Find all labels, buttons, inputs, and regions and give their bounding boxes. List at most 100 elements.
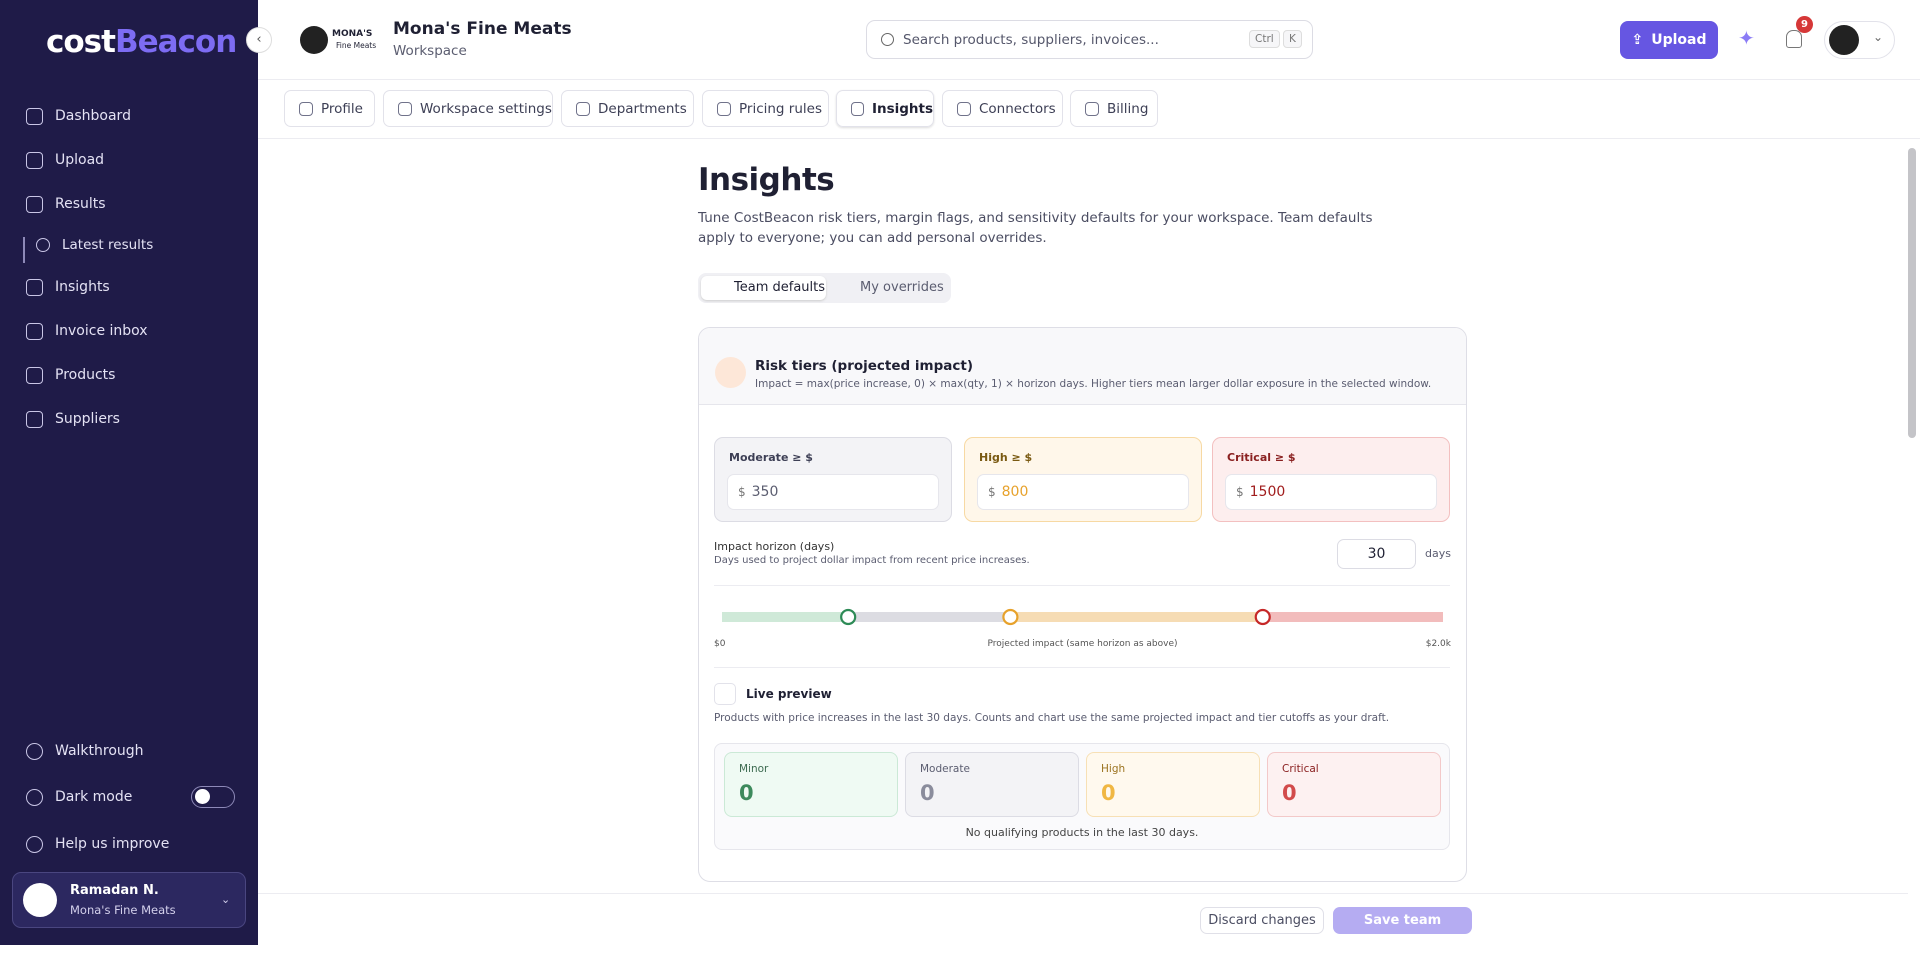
tab[interactable]: Profile bbox=[284, 90, 375, 127]
slider-handle[interactable] bbox=[1002, 608, 1019, 626]
card-title: Risk tiers (projected impact) bbox=[755, 358, 973, 374]
tier-label: Moderate ≥ $ bbox=[729, 451, 813, 464]
tier-input[interactable]: $1500 bbox=[1225, 474, 1437, 510]
icon bbox=[26, 788, 43, 806]
count-card: Minor 0 bbox=[724, 752, 898, 817]
risk-card: Risk tiers (projected impact) Impact = m… bbox=[698, 327, 1467, 882]
preview-title: Live preview bbox=[746, 687, 832, 701]
nav-label: Latest results bbox=[62, 237, 154, 253]
slider-label: $2.0k bbox=[1426, 639, 1452, 649]
tab-label: Insights bbox=[871, 100, 933, 117]
sidebar: costBeacon Ramadan N. Mona's Fine Meats … bbox=[0, 0, 258, 945]
nav-item[interactable]: Latest results bbox=[36, 233, 153, 257]
tab[interactable]: Connectors bbox=[942, 90, 1063, 127]
page-description: Tune CostBeacon risk tiers, margin flags… bbox=[698, 210, 1373, 246]
collapse-button[interactable]: ‹ bbox=[246, 27, 272, 53]
tab[interactable]: Workspace settings bbox=[383, 90, 553, 127]
nav-item[interactable]: Products bbox=[26, 363, 115, 387]
count-card: Critical 0 bbox=[1267, 752, 1441, 817]
scrollbar bbox=[1908, 148, 1916, 438]
preview-empty: No qualifying products in the last 30 da… bbox=[965, 826, 1199, 839]
nav-indent bbox=[23, 237, 25, 263]
slider-segment bbox=[848, 612, 1011, 622]
slider-segment bbox=[722, 612, 849, 622]
tier-label: Critical ≥ $ bbox=[1227, 451, 1296, 464]
search-placeholder: Search products, suppliers, invoices... bbox=[903, 32, 1159, 48]
slider-handle[interactable] bbox=[840, 608, 857, 626]
count-label: Minor bbox=[739, 763, 769, 775]
icon bbox=[398, 101, 412, 116]
brand-sub: Fine Meats bbox=[336, 41, 377, 50]
icon bbox=[26, 195, 43, 213]
icon bbox=[26, 322, 43, 340]
icon bbox=[26, 107, 43, 125]
toggle[interactable] bbox=[191, 786, 235, 808]
tier-input[interactable]: $800 bbox=[977, 474, 1189, 510]
nav-item[interactable]: Suppliers bbox=[26, 407, 120, 431]
preview-description: Products with price increases in the las… bbox=[714, 712, 1390, 724]
tier-slider: $0 $2.0k Projected impact (same horizon as… bbox=[714, 608, 1452, 649]
upload-button[interactable]: ⇪ Upload bbox=[1620, 21, 1718, 59]
nav-label: Dashboard bbox=[55, 108, 131, 124]
tier-label: High ≥ $ bbox=[979, 451, 1033, 464]
nav-item[interactable]: Dashboard bbox=[26, 104, 131, 128]
icon bbox=[26, 278, 43, 296]
workspace-name: Mona's Fine Meats bbox=[393, 19, 572, 39]
count-value: 0 bbox=[1282, 781, 1297, 805]
slider-handle[interactable] bbox=[1254, 608, 1271, 626]
tab[interactable]: Billing bbox=[1070, 90, 1158, 127]
horizon-label: Impact horizon (days) bbox=[714, 540, 835, 553]
nav-label: Help us improve bbox=[55, 836, 170, 852]
slider-segment bbox=[1010, 612, 1263, 622]
tab-label: Pricing rules bbox=[739, 100, 822, 117]
mode[interactable]: My overrides bbox=[860, 280, 944, 295]
user-card[interactable]: Ramadan N. Mona's Fine Meats ⌄ bbox=[12, 872, 246, 928]
horizon-input[interactable]: 30 bbox=[1337, 539, 1416, 569]
nav-item[interactable]: Results bbox=[26, 192, 106, 216]
tier-input[interactable]: $350 bbox=[727, 474, 939, 510]
tab[interactable]: Departments bbox=[561, 90, 694, 127]
icon bbox=[26, 151, 43, 169]
mode[interactable]: Team defaults bbox=[701, 276, 826, 300]
user-workspace: Mona's Fine Meats bbox=[70, 903, 176, 917]
count-value: 0 bbox=[1101, 781, 1116, 805]
user-name: Ramadan N. bbox=[70, 883, 159, 898]
horizon-unit: days bbox=[1425, 547, 1451, 560]
tier-box: High ≥ $ $800 bbox=[964, 437, 1202, 522]
nav-item[interactable]: Help us improve bbox=[26, 832, 169, 856]
nav-label: Suppliers bbox=[55, 411, 120, 427]
icon bbox=[851, 101, 864, 116]
icon bbox=[26, 366, 43, 384]
save-button[interactable]: Save team defaults bbox=[1333, 907, 1472, 955]
logo[interactable]: costBeacon bbox=[46, 24, 237, 60]
assistant[interactable]: ✦ bbox=[1738, 26, 1755, 50]
nav-item[interactable]: Insights bbox=[26, 275, 110, 299]
nav-label: Upload bbox=[55, 152, 105, 168]
tab[interactable]: Insights bbox=[836, 90, 934, 127]
key: Ctrl bbox=[1249, 30, 1280, 48]
account[interactable]: ⌄ bbox=[1824, 21, 1895, 59]
nav-item[interactable]: Invoice inbox bbox=[26, 319, 148, 343]
brand: MONA'S bbox=[332, 29, 373, 39]
currency: $ bbox=[988, 485, 996, 499]
slider-segment bbox=[1262, 612, 1443, 622]
nav-item[interactable]: Dark mode bbox=[26, 785, 132, 809]
label: Upload bbox=[1651, 32, 1707, 48]
search[interactable]: Search products, suppliers, invoices... … bbox=[866, 20, 1313, 59]
nav-label: Walkthrough bbox=[55, 743, 144, 759]
tier-value: 1500 bbox=[1249, 484, 1286, 500]
tab[interactable]: Pricing rules bbox=[702, 90, 829, 127]
nav-label: Dark mode bbox=[55, 789, 133, 805]
nav-item[interactable]: Walkthrough bbox=[26, 739, 144, 763]
tier-box: Moderate ≥ $ $350 bbox=[714, 437, 952, 522]
nav-label: Insights bbox=[55, 279, 110, 295]
action-bar: Discard changes Save team defaults bbox=[258, 893, 1908, 955]
slider-label: $0 bbox=[714, 639, 726, 649]
icon bbox=[26, 410, 43, 428]
discard-button[interactable]: Discard changes bbox=[1200, 907, 1324, 934]
tier-box: Critical ≥ $ $1500 bbox=[1212, 437, 1450, 522]
nav-item[interactable]: Upload bbox=[26, 148, 104, 172]
icon bbox=[717, 101, 731, 116]
card-icon bbox=[715, 357, 746, 388]
bell[interactable] bbox=[1786, 30, 1802, 48]
